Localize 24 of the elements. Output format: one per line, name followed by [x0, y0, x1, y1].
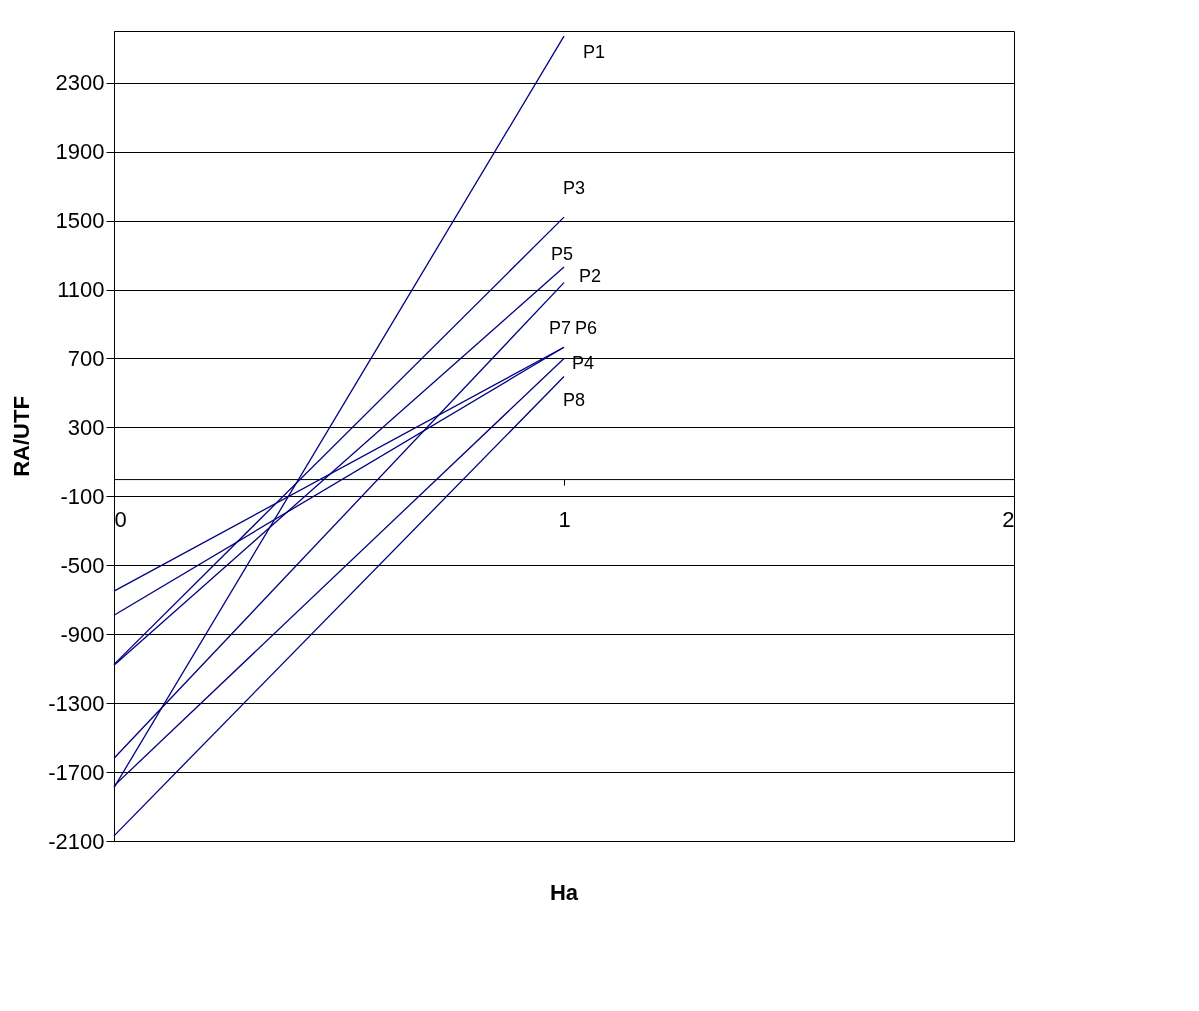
- series-label: P1: [582, 42, 606, 63]
- y-tick-label: 300: [67, 414, 105, 440]
- series-label: P3: [562, 178, 586, 199]
- series-label: P6: [574, 318, 598, 339]
- y-tick-label: -900: [60, 621, 105, 647]
- y-tick-label: -1300: [48, 690, 105, 716]
- x-tick-label: 2: [1002, 506, 1015, 532]
- y-tick-label: -1700: [48, 759, 105, 785]
- y-tick-label: 1500: [55, 208, 105, 234]
- y-tick-label: 1900: [55, 139, 105, 165]
- y-tick-label: 1100: [57, 277, 105, 303]
- x-axis-title: Ha: [549, 880, 579, 905]
- x-tick-label: 0: [114, 506, 127, 532]
- x-tick-label: 1: [558, 506, 571, 532]
- y-axis-title: RA/UTF: [9, 396, 35, 477]
- series-label: P8: [562, 389, 586, 410]
- y-tick-label: 2300: [55, 70, 105, 96]
- y-tick-label: -100: [60, 483, 105, 509]
- y-tick-label: -500: [60, 552, 105, 578]
- y-tick-label: -2100: [48, 828, 105, 854]
- y-tick-label: 700: [67, 345, 105, 371]
- series-label: P2: [578, 265, 602, 286]
- series-label: P7: [548, 318, 572, 339]
- series-label: P5: [550, 244, 574, 265]
